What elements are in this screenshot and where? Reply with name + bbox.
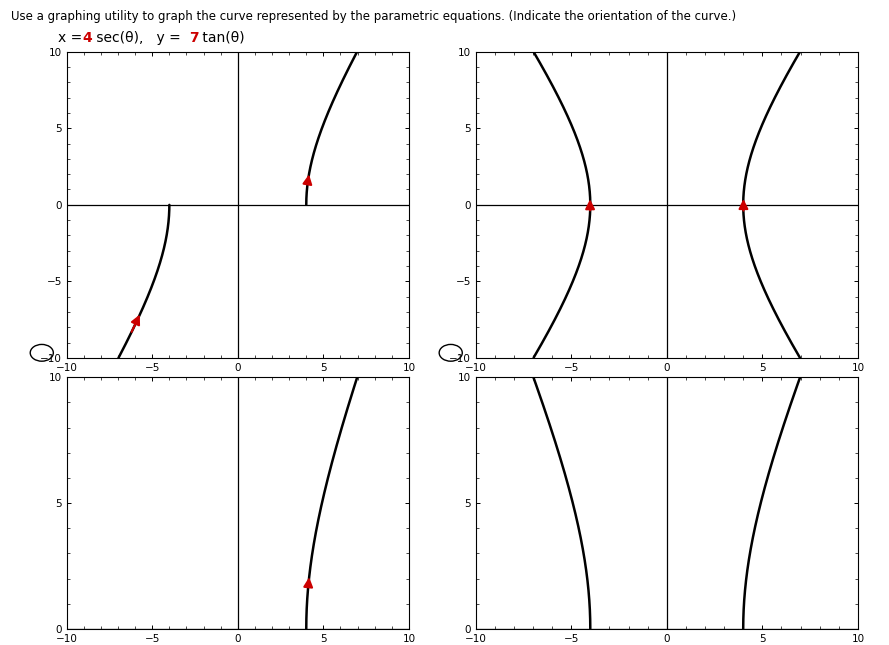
Text: Use a graphing utility to graph the curve represented by the parametric equation: Use a graphing utility to graph the curv…: [11, 10, 736, 23]
Text: x =: x =: [58, 31, 86, 45]
Text: tan(θ): tan(θ): [198, 31, 244, 45]
Text: 4: 4: [83, 31, 92, 45]
Text: 7: 7: [189, 31, 199, 45]
Text: sec(θ),   y =: sec(θ), y =: [92, 31, 185, 45]
